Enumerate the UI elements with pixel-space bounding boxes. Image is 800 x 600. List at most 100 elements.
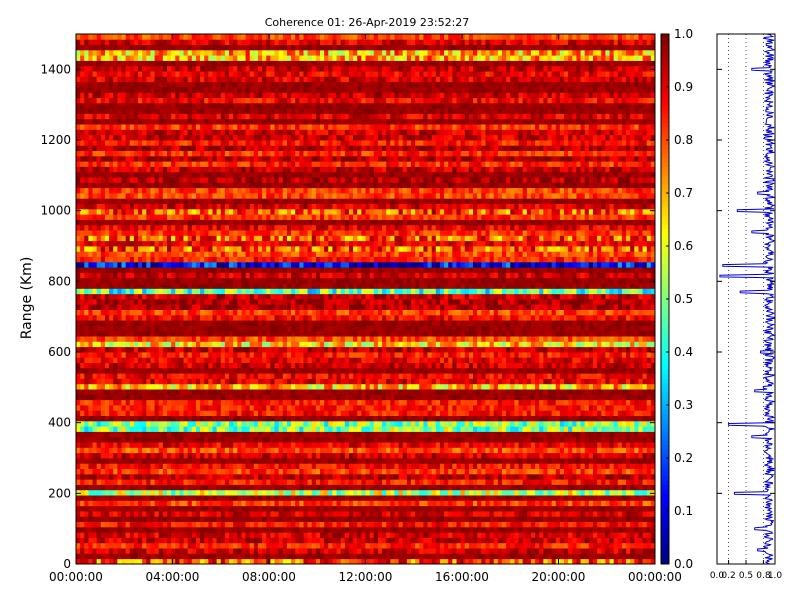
heatmap-cell — [398, 505, 404, 512]
heatmap-cell — [80, 378, 85, 385]
heatmap-cell — [535, 442, 540, 448]
heatmap-cell — [377, 479, 383, 485]
heatmap-cell — [580, 479, 586, 485]
heatmap-cell — [423, 473, 428, 480]
heatmap-cell — [427, 394, 433, 401]
heatmap-cell — [365, 537, 371, 544]
heatmap-cell — [332, 516, 337, 522]
heatmap-cell — [175, 463, 180, 469]
heatmap-cell — [179, 484, 184, 491]
heatmap-cell — [613, 431, 619, 438]
heatmap-cell — [200, 458, 205, 464]
heatmap-cell — [142, 383, 147, 390]
heatmap-cell — [76, 558, 81, 565]
heatmap-cell — [191, 526, 197, 533]
heatmap-cell — [456, 399, 462, 406]
heatmap-cell — [216, 410, 222, 416]
heatmap-cell — [117, 473, 122, 480]
heatmap-cell — [431, 553, 437, 560]
heatmap-cell — [299, 447, 304, 454]
heatmap-cell — [220, 526, 226, 533]
heatmap-cell — [473, 553, 478, 560]
heatmap-cell — [154, 484, 160, 491]
heatmap-cell — [320, 420, 325, 427]
heatmap-cell — [551, 511, 557, 517]
heatmap-cell — [518, 405, 524, 411]
heatmap-cell — [448, 383, 453, 390]
heatmap-cell — [311, 548, 317, 554]
heatmap-cell — [229, 537, 234, 544]
heatmap-cell — [291, 458, 296, 464]
heatmap-cell — [431, 558, 437, 565]
heatmap-cell — [539, 405, 544, 411]
heatmap-cell — [650, 431, 656, 438]
heatmap-cell — [220, 436, 226, 443]
heatmap-cell — [348, 410, 354, 416]
heatmap-cell — [336, 378, 342, 385]
heatmap-cell — [361, 521, 366, 528]
heatmap-cell — [642, 516, 648, 522]
heatmap-cell — [76, 410, 81, 416]
heatmap-cell — [96, 383, 102, 390]
heatmap-cell — [307, 373, 313, 379]
heatmap-cell — [382, 373, 387, 379]
heatmap-cell — [353, 521, 358, 528]
heatmap-cell — [555, 378, 561, 385]
chart-title: Coherence 01: 26-Apr-2019 23:52:27 — [265, 16, 470, 29]
heatmap-cell — [344, 447, 350, 454]
heatmap-cell — [348, 468, 354, 475]
heatmap-cell — [224, 521, 230, 528]
heatmap-cell — [175, 452, 180, 459]
heatmap-cell — [592, 463, 598, 469]
heatmap-cell — [464, 542, 470, 549]
heatmap-cell — [125, 447, 131, 454]
heatmap-cell — [311, 505, 317, 512]
heatmap-cell — [262, 410, 267, 416]
heatmap-cell — [621, 426, 627, 432]
heatmap-cell — [506, 452, 511, 459]
heatmap-cell — [539, 500, 544, 507]
heatmap-cell — [133, 458, 139, 464]
heatmap-cell — [415, 394, 420, 401]
heatmap-cell — [336, 383, 342, 390]
heatmap-cell — [125, 431, 131, 438]
heatmap-cell — [158, 431, 164, 438]
heatmap-cell — [398, 447, 404, 454]
heatmap-cell — [456, 558, 462, 565]
heatmap-cell — [266, 473, 271, 480]
heatmap-cell — [133, 405, 139, 411]
heatmap-cell — [307, 394, 313, 401]
heatmap-cell — [237, 505, 242, 512]
heatmap-cell — [220, 473, 226, 480]
heatmap-cell — [415, 431, 420, 438]
heatmap-cell — [133, 473, 139, 480]
heatmap-cell — [171, 558, 176, 565]
heatmap-cell — [601, 505, 606, 512]
heatmap-cell — [423, 505, 428, 512]
heatmap-cell — [444, 463, 449, 469]
heatmap-cell — [96, 521, 102, 528]
heatmap-cell — [613, 389, 619, 395]
heatmap-cell — [501, 405, 507, 411]
heatmap-cell — [274, 436, 280, 443]
heatmap-cell — [621, 394, 627, 401]
heatmap-cell — [555, 548, 561, 554]
heatmap-cell — [543, 505, 548, 512]
heatmap-cell — [138, 526, 143, 533]
heatmap-cell — [80, 511, 85, 517]
heatmap-cell — [100, 431, 106, 438]
heatmap-cell — [299, 516, 304, 522]
heatmap-cell — [448, 516, 453, 522]
heatmap-cell — [150, 511, 155, 517]
heatmap-cell — [564, 553, 569, 560]
heatmap-cell — [485, 389, 490, 395]
heatmap-cell — [448, 378, 453, 385]
heatmap-cell — [365, 383, 371, 390]
heatmap-cell — [547, 447, 553, 454]
heatmap-cell — [353, 436, 358, 443]
heatmap-cell — [125, 505, 131, 512]
heatmap-cell — [592, 511, 598, 517]
heatmap-cell — [373, 420, 379, 427]
heatmap-cell — [315, 410, 321, 416]
heatmap-cell — [344, 415, 350, 422]
